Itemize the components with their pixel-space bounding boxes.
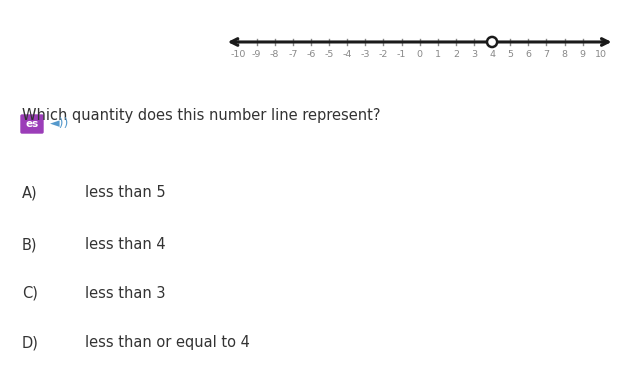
Text: 2: 2 xyxy=(453,50,459,58)
Text: -5: -5 xyxy=(324,50,334,58)
Text: 9: 9 xyxy=(580,50,586,58)
Text: -9: -9 xyxy=(252,50,261,58)
Text: ◄)): ◄)) xyxy=(50,118,69,131)
Text: 8: 8 xyxy=(562,50,567,58)
Text: less than 4: less than 4 xyxy=(85,237,165,252)
Text: -3: -3 xyxy=(360,50,370,58)
FancyBboxPatch shape xyxy=(21,115,43,133)
Text: es: es xyxy=(25,119,38,129)
Text: -7: -7 xyxy=(288,50,298,58)
Text: 7: 7 xyxy=(543,50,550,58)
Text: -2: -2 xyxy=(379,50,388,58)
Text: C): C) xyxy=(22,286,38,301)
Text: Which quantity does this number line represent?: Which quantity does this number line rep… xyxy=(22,108,380,123)
Text: -6: -6 xyxy=(306,50,316,58)
Text: -10: -10 xyxy=(231,50,246,58)
Text: 5: 5 xyxy=(507,50,513,58)
Text: D): D) xyxy=(22,335,39,350)
Text: -4: -4 xyxy=(343,50,352,58)
Text: -1: -1 xyxy=(397,50,406,58)
Text: 0: 0 xyxy=(416,50,423,58)
Text: 4: 4 xyxy=(489,50,495,58)
Text: 6: 6 xyxy=(525,50,531,58)
Text: less than 3: less than 3 xyxy=(85,286,165,301)
Text: A): A) xyxy=(22,185,38,200)
Text: 3: 3 xyxy=(471,50,477,58)
Text: 10: 10 xyxy=(595,50,607,58)
Text: less than 5: less than 5 xyxy=(85,185,165,200)
Circle shape xyxy=(487,37,497,47)
Text: 1: 1 xyxy=(435,50,440,58)
Text: -8: -8 xyxy=(270,50,280,58)
Text: less than or equal to 4: less than or equal to 4 xyxy=(85,335,250,350)
Text: B): B) xyxy=(22,237,37,252)
